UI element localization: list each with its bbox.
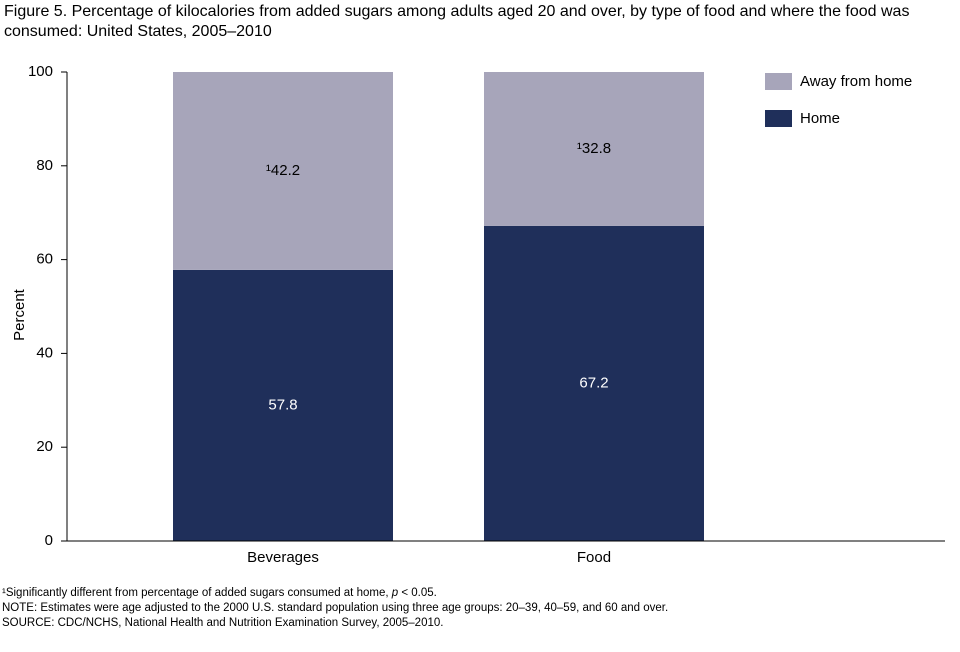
- legend-swatch: [765, 110, 792, 127]
- y-tick-label: 80: [36, 157, 53, 174]
- value-label: 67.2: [579, 374, 608, 391]
- bar-segment: [173, 269, 393, 541]
- source: SOURCE: CDC/NCHS, National Health and Nu…: [2, 617, 444, 629]
- footnote-text: ¹Significantly different from percentage…: [2, 587, 392, 599]
- x-tick-label: Beverages: [247, 549, 319, 566]
- footnote-text: < 0.05.: [398, 587, 437, 599]
- value-label: ¹42.2: [266, 162, 300, 179]
- y-tick-label: 20: [36, 438, 53, 455]
- y-tick-label: 100: [28, 63, 53, 80]
- y-tick-label: 0: [45, 532, 53, 549]
- footnote-text: p: [391, 587, 399, 599]
- legend-label: Away from home: [800, 73, 912, 90]
- x-tick-label: Food: [577, 549, 611, 566]
- y-tick-label: 60: [36, 251, 53, 268]
- bar-segment: [484, 72, 704, 226]
- value-label: 57.8: [268, 396, 297, 413]
- chart-title: Figure 5. Percentage of kilocalories fro…: [4, 3, 910, 40]
- notes: ¹Significantly different from percentage…: [2, 586, 668, 631]
- bar-segment: [484, 225, 704, 541]
- y-tick-label: 40: [36, 344, 53, 361]
- value-label: ¹32.8: [577, 140, 611, 157]
- chart: Percent 0 20 40 60 80 100 57.8 ¹42.2 Beverages 67…: [11, 63, 945, 566]
- y-axis-label: Percent: [11, 288, 28, 341]
- legend-label: Home: [800, 110, 840, 127]
- legend-swatch: [765, 73, 792, 90]
- note: NOTE: Estimates were age adjusted to the…: [2, 602, 669, 614]
- bar-segment: [173, 72, 393, 270]
- footnote: ¹Significantly different from percentage…: [2, 586, 668, 601]
